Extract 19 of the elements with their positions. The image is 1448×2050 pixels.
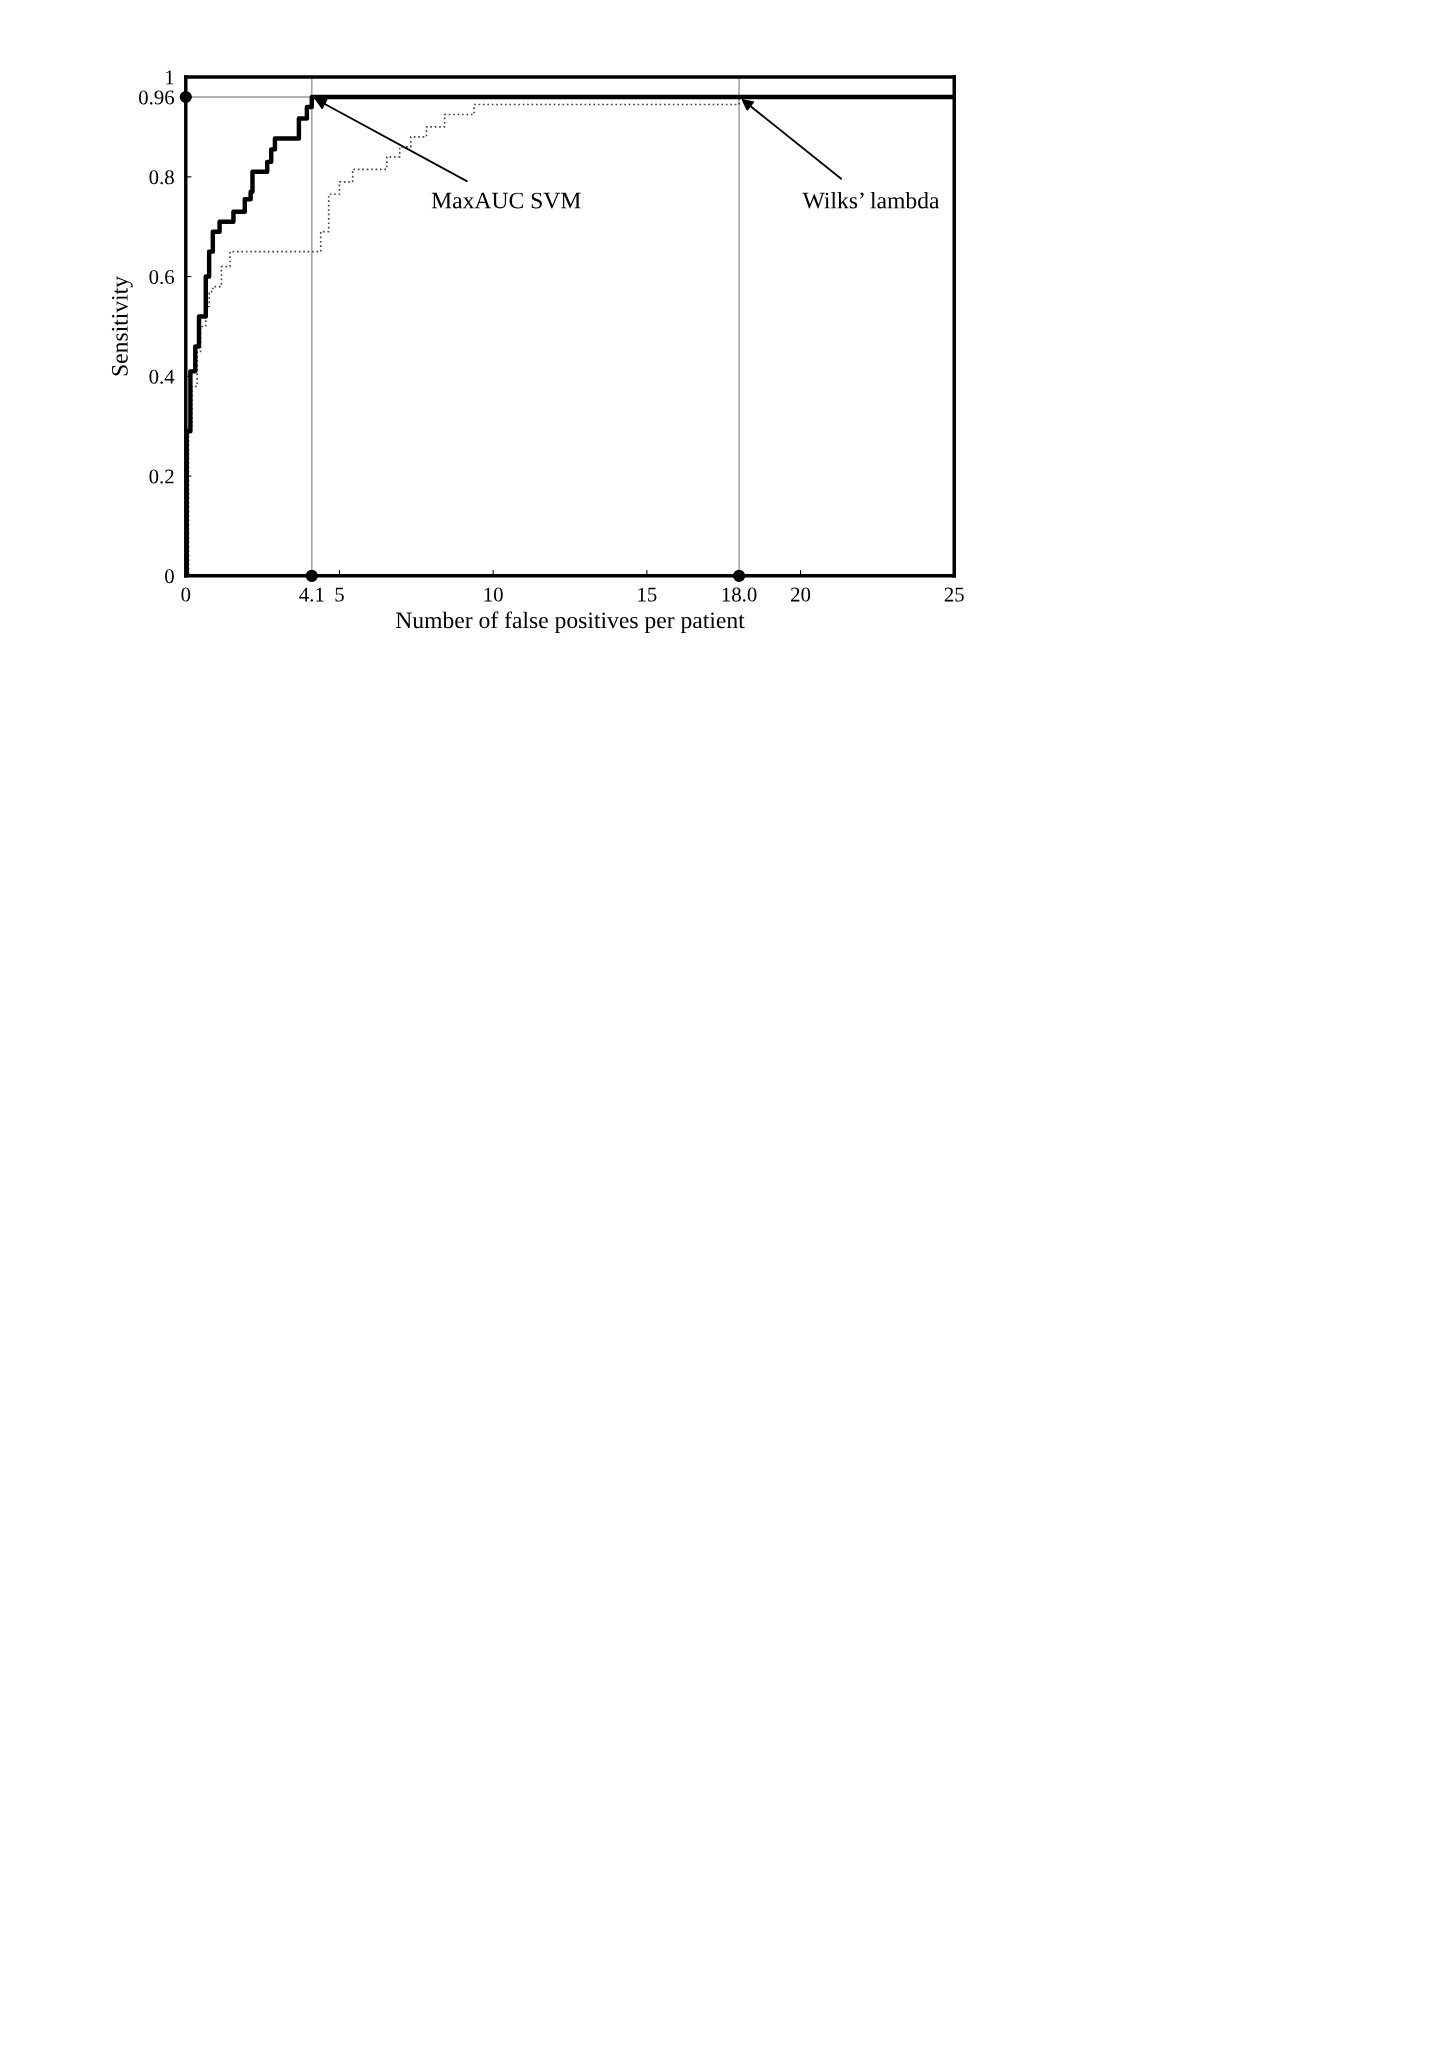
x-tick-label: 10 xyxy=(484,587,503,602)
y-axis-title: Sensitivity xyxy=(111,276,133,376)
x-axis-title: Number of false positives per patient xyxy=(395,611,745,634)
y-tick-label: 0.4 xyxy=(149,369,175,384)
x-tick-label: 25 xyxy=(944,587,964,602)
y-tick-label: 0.6 xyxy=(149,269,175,285)
y-tick-label: 1 xyxy=(166,70,174,85)
y-tick-label: 0.96 xyxy=(139,90,175,105)
x-tick-label: 5 xyxy=(335,587,344,602)
x-tick-label: 20 xyxy=(791,587,811,602)
y-tick-label: 0.2 xyxy=(149,469,174,484)
x-tick-label: 4.1 xyxy=(299,587,324,602)
x-tick-label: 0 xyxy=(181,587,191,602)
y-tick-label: 0.8 xyxy=(149,170,174,185)
x-tick-label: 18.0 xyxy=(722,587,757,602)
annotation: MaxAUC SVM xyxy=(431,192,581,209)
x-tick-label: 15 xyxy=(638,587,657,602)
annotation: Wilks’ lambda xyxy=(802,191,940,209)
y-tick-label: 0 xyxy=(165,569,174,584)
